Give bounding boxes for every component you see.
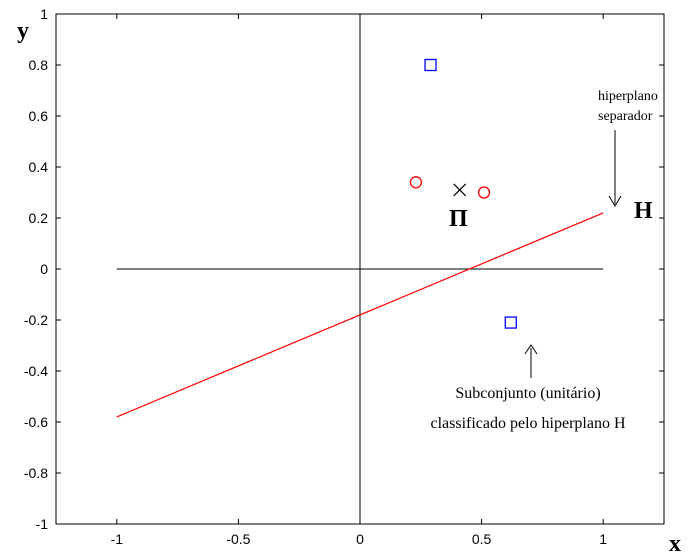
axis-ticks: -1 -0.5 0 0.5 1 -1 -0.8 -0.6 -0.4 -0.2 0 0.2 0.4 0.6 0… — [24, 6, 664, 547]
square-marker — [424, 58, 437, 72]
y-tick-label: -0.8 — [24, 465, 48, 481]
y-tick-label: -0.6 — [24, 414, 48, 430]
subset-note-arrow — [524, 344, 538, 378]
circle-marker — [477, 186, 491, 199]
cross-marker — [453, 183, 467, 197]
hyperplane-label: H — [634, 198, 653, 224]
data-markers — [409, 58, 517, 329]
y-axis-label: y — [17, 18, 29, 44]
hyperplane-note-arrow — [608, 130, 622, 207]
y-tick-label: 0.4 — [29, 159, 49, 175]
x-tick-label: 0 — [356, 531, 364, 547]
y-tick-label: 1 — [40, 6, 48, 22]
reference-lines — [116, 14, 604, 524]
y-tick-label: 0.6 — [29, 108, 49, 124]
circle-marker — [409, 176, 423, 189]
hyperplane-note-line2: separador — [598, 109, 653, 124]
x-axis-label: x — [669, 531, 681, 557]
subset-note-line2: classificado pelo hiperplano H — [430, 415, 625, 432]
y-tick-label: -0.4 — [24, 363, 48, 379]
pi-label: Π — [449, 206, 468, 232]
y-tick-label: 0.8 — [29, 57, 49, 73]
x-tick-label: 1 — [599, 531, 607, 547]
x-tick-label: -1 — [111, 531, 124, 547]
hyperplane-line — [116, 212, 604, 418]
square-marker — [504, 316, 517, 329]
hyperplane-note-line1: hiperplano — [598, 89, 658, 104]
hyperplane-lines — [116, 212, 604, 418]
subset-note-line1: Subconjunto (unitário) — [455, 385, 600, 402]
y-tick-label: 0.2 — [29, 210, 49, 226]
y-tick-label: -0.2 — [24, 312, 48, 328]
x-tick-label: 0.5 — [472, 531, 492, 547]
y-tick-label: 0 — [40, 261, 48, 277]
y-tick-label: -1 — [36, 516, 49, 532]
x-tick-label: -0.5 — [226, 531, 250, 547]
